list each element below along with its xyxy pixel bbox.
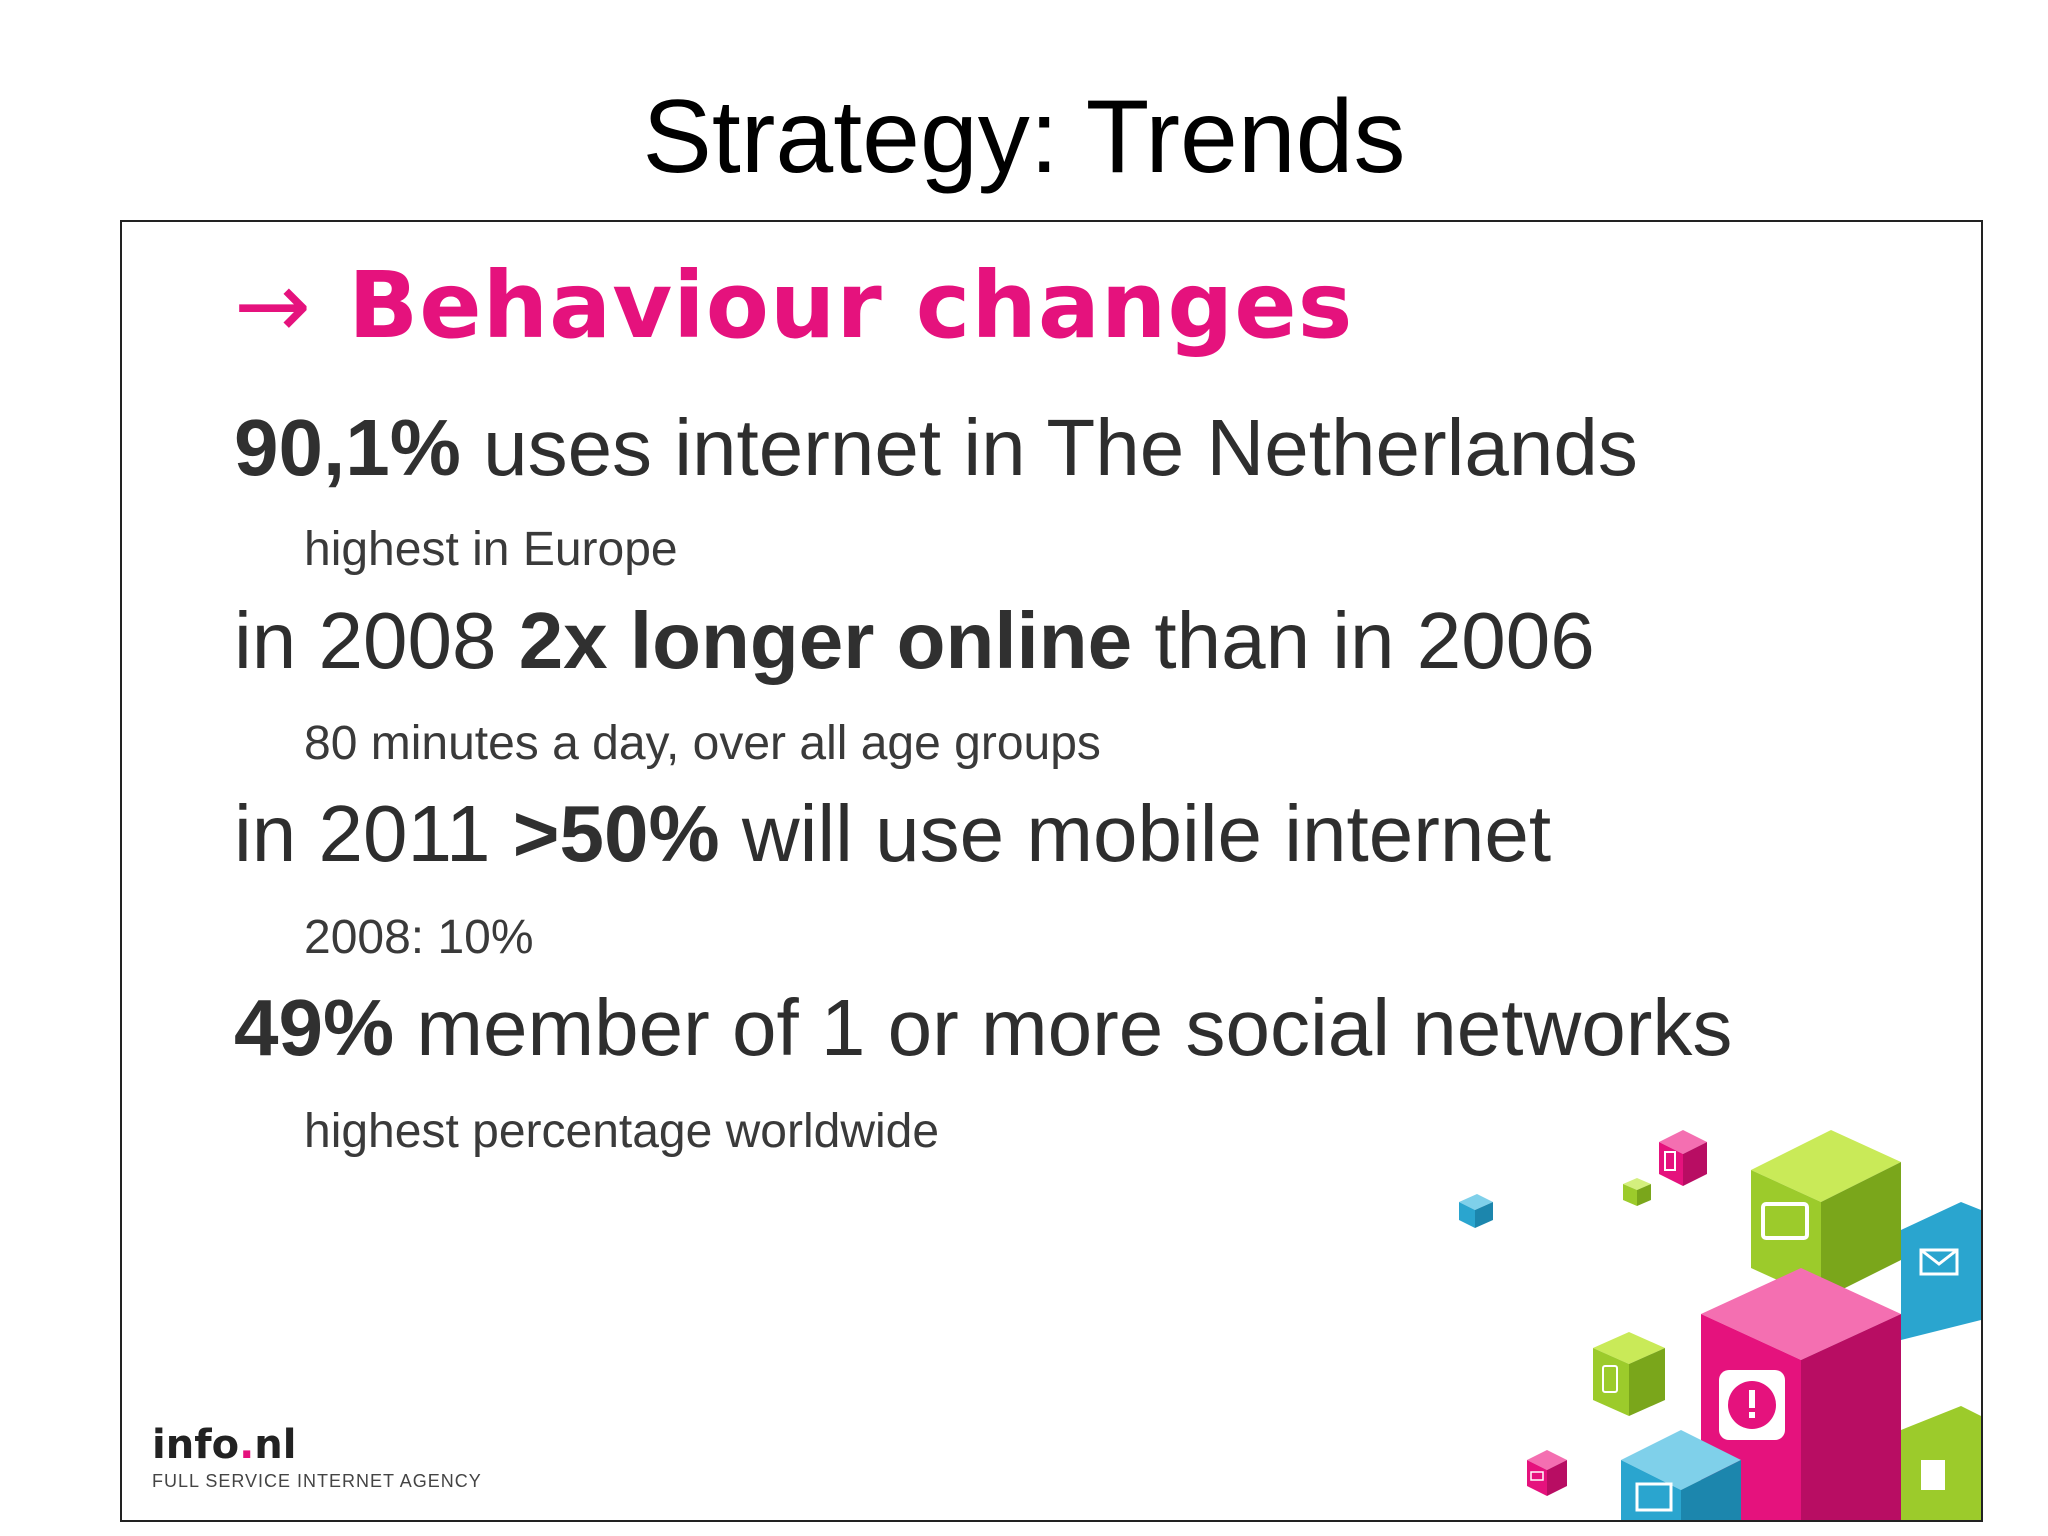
monitor-icon [1621,1430,1741,1520]
stat-subtext: highest in Europe [304,523,678,576]
stat-highlight: 2x longer online [518,596,1133,685]
slide-heading: → Behaviour changes [234,252,1353,359]
slide: → Behaviour changes 90,1% uses internet i… [120,220,1983,1522]
stat-text: in 2008 [234,596,519,685]
mail-icon [1527,1450,1567,1496]
alert-icon [1701,1268,1901,1520]
document-icon [1901,1406,1981,1520]
decorative-cubes [1459,1130,1981,1520]
page-title: Strategy: Trends [642,79,1406,195]
logo-dot: . [239,1422,255,1468]
stat-text: will use mobile internet [719,789,1552,878]
stat-text: than in 2006 [1132,596,1595,685]
monitor-icon [1751,1130,1901,1300]
logo-part: nl [254,1422,297,1468]
small-cube-icon [1623,1178,1651,1206]
mail-icon [1901,1202,1981,1340]
stat-highlight: >50% [512,789,720,878]
stat-text: in 2011 [234,789,513,878]
stat-text: uses internet in The Netherlands [460,403,1638,492]
small-cube-icon [1459,1194,1493,1228]
stat-subtext: 80 minutes a day, over all age groups [304,717,1101,770]
stat-line: in 2011 >50% will use mobile internet [234,788,1551,880]
stat-highlight: 49% [234,983,395,1072]
stat-subtext: 2008: 10% [304,911,534,964]
stat-line: 90,1% uses internet in The Netherlands [234,402,1638,494]
stat-subtext: highest percentage worldwide [304,1105,940,1158]
stat-line: 49% member of 1 or more social networks [234,982,1732,1074]
phone-icon [1593,1332,1665,1416]
arrow-right-icon: → [234,252,313,359]
heading-text: Behaviour changes [348,252,1354,359]
stat-text: member of 1 or more social networks [394,983,1733,1072]
logo-tagline: FULL SERVICE INTERNET AGENCY [152,1471,482,1491]
logo-part: info [152,1422,240,1468]
stat-highlight: 90,1% [234,403,461,492]
logo-wordmark: info.nl [152,1425,482,1465]
stat-line: in 2008 2x longer online than in 2006 [234,595,1595,687]
phone-icon [1659,1130,1707,1186]
info-nl-logo: info.nl FULL SERVICE INTERNET AGENCY [152,1425,482,1492]
